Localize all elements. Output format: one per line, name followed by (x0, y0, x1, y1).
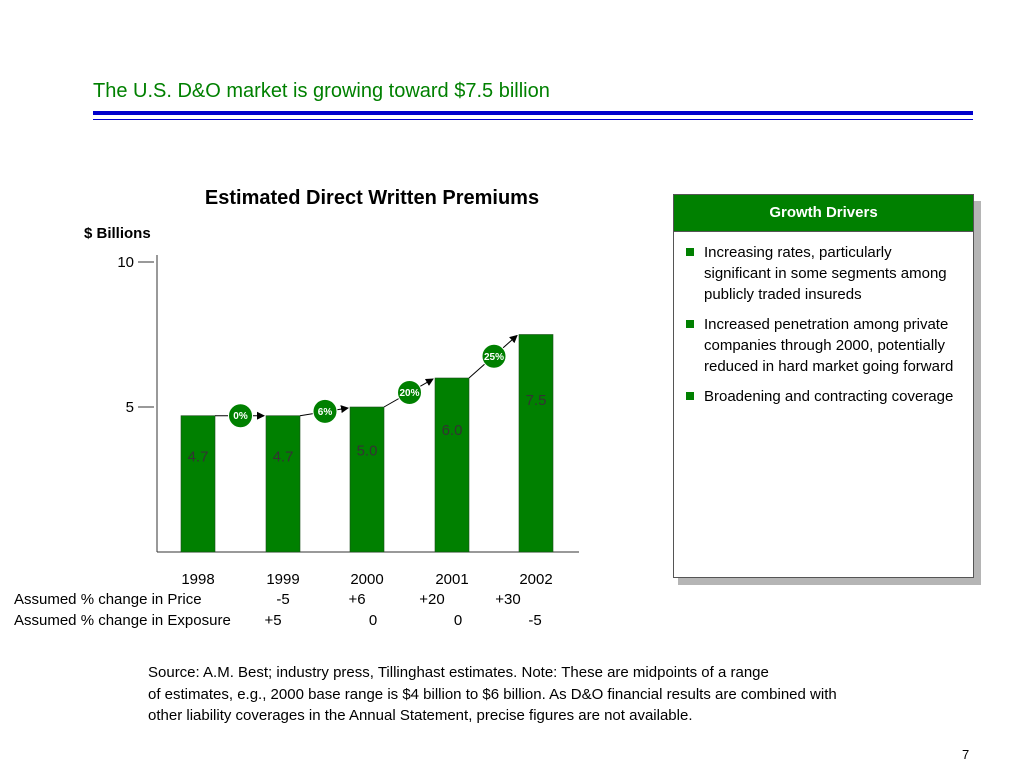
drivers-list: Increasing rates, particularly significa… (674, 232, 973, 407)
bar (265, 415, 301, 553)
growth-label: 0% (233, 411, 248, 422)
price-change-label: Assumed % change in Price (14, 591, 202, 608)
exposure-change-value: 0 (453, 612, 463, 629)
square-bullet-icon (686, 248, 694, 256)
price-change-value: +20 (419, 591, 445, 608)
growth-label: 25% (484, 352, 504, 363)
driver-text: Broadening and contracting coverage (704, 388, 954, 405)
growth-circle (481, 343, 507, 369)
growth-label: 20% (399, 388, 419, 399)
exposure-change-row: Assumed % change in Exposure +5 0 0 -5 (14, 612, 542, 629)
y-tick-label: 10 (117, 254, 134, 271)
driver-item: Increased penetration among private comp… (686, 314, 961, 377)
source-note-line: Source: A.M. Best; industry press, Tilli… (148, 664, 769, 681)
driver-text: Increased penetration among private comp… (704, 316, 954, 375)
exposure-change-value: +5 (264, 612, 282, 629)
title-rule-thin (93, 119, 973, 120)
bar-value-label: 4.7 (188, 449, 209, 466)
bar-value-label: 4.7 (273, 449, 294, 466)
price-change-row: Assumed % change in Price -5 +6 +20 +30 (14, 591, 521, 608)
bar (180, 415, 216, 553)
square-bullet-icon (686, 392, 694, 400)
bar (349, 406, 385, 553)
drivers-header: Growth Drivers (674, 195, 973, 232)
x-tick-label: 1998 (181, 571, 215, 588)
y-axis-label: $ Billions (84, 225, 151, 242)
x-tick-label: 1999 (266, 571, 300, 588)
slide-title: The U.S. D&O market is growing toward $7… (93, 80, 550, 102)
driver-item: Broadening and contracting coverage (686, 386, 961, 407)
x-tick-label: 2000 (350, 571, 384, 588)
price-change-value: -5 (276, 591, 290, 608)
bar-value-label: 5.0 (357, 443, 378, 460)
source-note-line: other liability coverages in the Annual … (148, 707, 693, 724)
title-rule-thick (93, 111, 973, 115)
growth-label: 6% (318, 407, 333, 418)
bar-value-label: 6.0 (442, 422, 463, 439)
source-note-line: of estimates, e.g., 2000 base range is $… (148, 685, 837, 703)
source-note: Source: A.M. Best; industry press, Tilli… (148, 662, 948, 727)
chart-title: Estimated Direct Written Premiums (204, 187, 540, 209)
exposure-change-value: 0 (368, 612, 378, 629)
y-tick-label: 5 (126, 399, 134, 416)
x-tick-label: 2002 (519, 571, 553, 588)
bar (434, 377, 470, 553)
growth-drivers-panel: Growth Drivers Increasing rates, particu… (673, 194, 974, 578)
x-tick-label: 2001 (435, 571, 469, 588)
exposure-change-value: -5 (528, 612, 542, 629)
price-change-value: +6 (348, 591, 366, 608)
exposure-change-label: Assumed % change in Exposure (14, 612, 231, 629)
price-change-value: +30 (495, 591, 521, 608)
growth-circle (312, 398, 338, 424)
growth-circle (397, 380, 422, 405)
page-number: 7 (962, 747, 970, 762)
square-bullet-icon (686, 320, 694, 328)
bar (518, 334, 554, 553)
growth-circle (228, 403, 253, 429)
driver-item: Increasing rates, particularly significa… (686, 242, 961, 305)
bar-value-label: 7.5 (526, 392, 547, 409)
driver-text: Increasing rates, particularly significa… (704, 244, 947, 303)
